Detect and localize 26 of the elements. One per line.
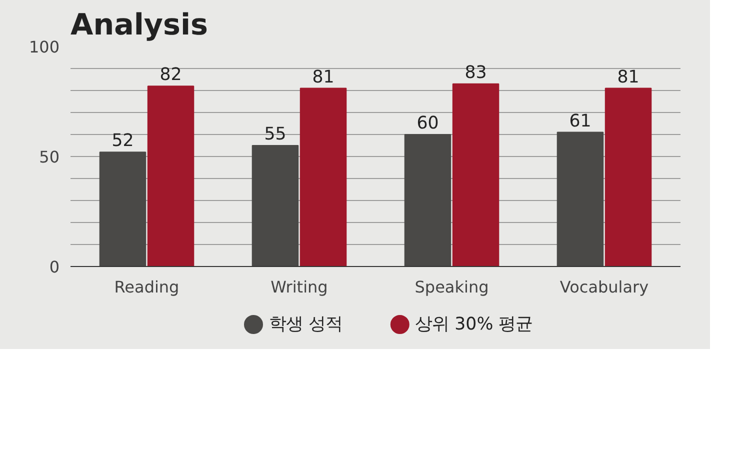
data-label: 83 [464, 62, 487, 83]
data-label: 61 [569, 111, 592, 132]
x-tick-label: Vocabulary [560, 278, 649, 296]
x-tick-label: Reading [114, 278, 180, 296]
y-tick-label: 100 [28, 38, 60, 56]
bar [404, 134, 452, 266]
chart-title: Analysis [70, 8, 208, 42]
x-tick-label: Writing [270, 278, 328, 296]
bar [300, 88, 347, 266]
y-tick-label: 50 [39, 148, 60, 166]
x-tick-label: Speaking [414, 278, 489, 296]
data-label: 81 [617, 67, 640, 88]
legend-label: 상위 30% 평균 [415, 314, 533, 334]
bar [147, 86, 194, 266]
bar [99, 152, 146, 266]
data-label: 52 [112, 131, 134, 152]
y-tick-label: 0 [49, 258, 60, 276]
data-label: 82 [160, 65, 182, 86]
bar [252, 145, 299, 266]
bar [604, 88, 652, 266]
legend-label: 학생 성적 [268, 314, 342, 334]
data-label: 81 [312, 67, 334, 88]
bar [556, 132, 604, 266]
data-label: 55 [264, 124, 286, 144]
data-label: 60 [416, 114, 439, 134]
bar [452, 83, 500, 266]
